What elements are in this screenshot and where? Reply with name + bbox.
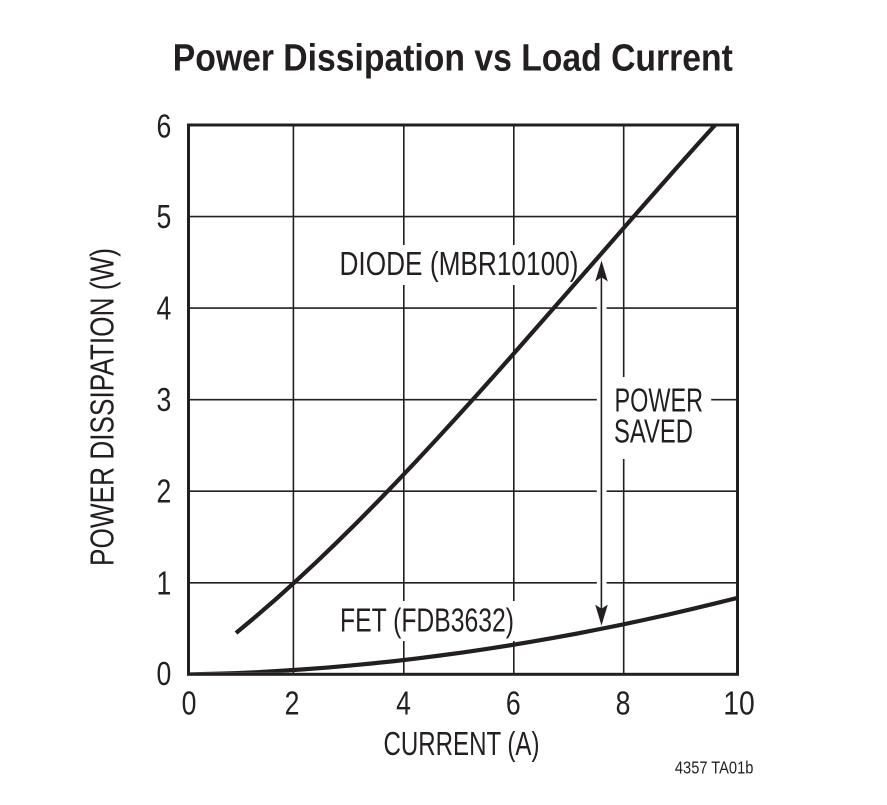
svg-text:POWER DISSIPATION (W): POWER DISSIPATION (W)	[84, 248, 121, 566]
svg-text:SAVED: SAVED	[614, 413, 693, 450]
svg-text:8: 8	[616, 685, 631, 722]
svg-text:4: 4	[157, 290, 172, 327]
svg-text:0: 0	[157, 655, 172, 692]
svg-text:4357 TA01b: 4357 TA01b	[675, 758, 754, 778]
svg-text:6: 6	[506, 685, 521, 722]
svg-text:1: 1	[157, 564, 172, 601]
svg-text:Power Dissipation vs Load Curr: Power Dissipation vs Load Current	[173, 38, 733, 80]
svg-text:5: 5	[157, 198, 172, 235]
svg-text:2: 2	[157, 473, 172, 510]
svg-text:0: 0	[182, 685, 197, 722]
svg-text:POWER: POWER	[615, 381, 704, 418]
svg-text:DIODE (MBR10100): DIODE (MBR10100)	[340, 245, 579, 282]
svg-text:FET (FDB3632): FET (FDB3632)	[340, 601, 514, 638]
svg-text:CURRENT (A): CURRENT (A)	[384, 725, 540, 762]
svg-text:6: 6	[157, 108, 172, 145]
svg-text:10: 10	[723, 685, 755, 722]
svg-text:4: 4	[396, 685, 411, 722]
svg-text:3: 3	[157, 381, 172, 418]
svg-text:2: 2	[285, 685, 300, 722]
